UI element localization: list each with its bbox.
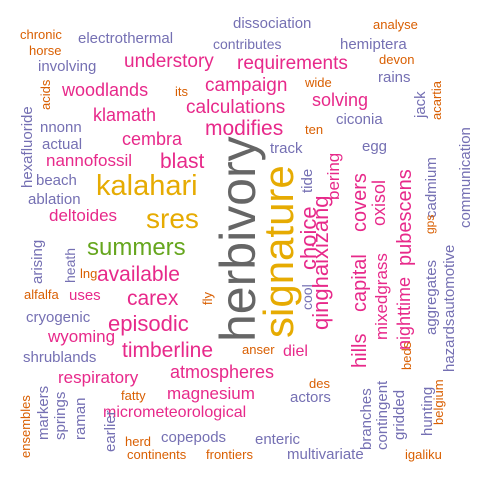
word-timberline: timberline	[122, 339, 214, 362]
word-wide: wide	[305, 75, 332, 90]
word-magnesium: magnesium	[167, 384, 255, 403]
word-capital: capital	[349, 254, 371, 312]
word-fatty: fatty	[121, 388, 146, 403]
word-gridded: gridded	[391, 389, 408, 440]
word-beach: beach	[36, 172, 77, 189]
word-heath: heath	[62, 247, 78, 283]
word-nnonn: nnonn	[40, 119, 82, 136]
word-analyse: analyse	[373, 17, 418, 32]
word-deltoides: deltoides	[49, 206, 118, 225]
word-hemiptera: hemiptera	[340, 36, 407, 53]
word-dissociation: dissociation	[233, 15, 312, 32]
word-ablation: ablation	[28, 191, 81, 208]
word-fly: fly	[200, 292, 215, 305]
word-diel: diel	[283, 343, 308, 360]
word-ten: ten	[305, 122, 324, 137]
word-belgium: belgium	[431, 379, 446, 425]
word-summers: summers	[87, 234, 186, 261]
word-calculations: calculations	[186, 97, 286, 118]
word-acartia: acartia	[429, 80, 444, 120]
word-contingent: contingent	[374, 380, 391, 450]
word-pubescens: pubescens	[394, 169, 416, 266]
word-contributes: contributes	[213, 36, 282, 52]
word-understory: understory	[124, 51, 214, 72]
word-springs: springs	[52, 391, 69, 440]
word-cembra: cembra	[122, 129, 183, 149]
word-anser: anser	[242, 342, 275, 357]
word-blast: blast	[160, 150, 205, 173]
word-mixedgrass: mixedgrass	[372, 253, 391, 340]
word-actors: actors	[290, 389, 331, 406]
word-episodic: episodic	[108, 311, 189, 336]
word-earlier: earlier	[102, 410, 119, 452]
word-rains: rains	[378, 69, 411, 86]
word-des: des	[309, 376, 330, 391]
word-raman: raman	[72, 397, 89, 440]
word-klamath: klamath	[93, 105, 157, 125]
word-covers: covers	[349, 173, 371, 232]
word-automotive: automotive	[441, 244, 458, 318]
word-kalahari: kalahari	[96, 170, 198, 202]
word-available: available	[97, 263, 180, 286]
word-choice: choice	[296, 206, 321, 270]
word-requirements: requirements	[237, 53, 348, 74]
word-communication: communication	[457, 127, 474, 228]
word-bering: bering	[324, 152, 343, 200]
word-shrublands: shrublands	[23, 349, 97, 366]
word-nighttime: nighttime	[394, 276, 414, 350]
word-cadmium: cadmium	[423, 157, 440, 218]
word-nannofossil: nannofossil	[46, 151, 133, 170]
word-hexafluoride: hexafluoride	[19, 106, 36, 188]
word-arising: arising	[29, 239, 46, 284]
word-enteric: enteric	[255, 431, 301, 448]
word-continents: continents	[127, 447, 187, 462]
word-acids: acids	[38, 79, 53, 110]
word-devon: devon	[379, 52, 415, 67]
word-chronic: chronic	[20, 27, 62, 42]
word-woodlands: woodlands	[62, 80, 149, 100]
word-track: track	[270, 140, 303, 157]
word-its: its	[175, 84, 188, 99]
word-multivariate: multivariate	[287, 446, 364, 463]
word-markers: markers	[35, 385, 52, 440]
word-ensembles: ensembles	[18, 395, 33, 458]
word-hills: hills	[349, 333, 371, 368]
word-ciconia: ciconia	[336, 111, 383, 128]
word-modifies: modifies	[205, 117, 284, 140]
word-hazards: hazards	[441, 318, 458, 372]
word-cryogenic: cryogenic	[26, 309, 91, 326]
word-involving: involving	[38, 58, 97, 75]
word-beds: beds	[399, 341, 414, 370]
word-lng: lng	[80, 266, 98, 281]
word-aggregates: aggregates	[423, 259, 440, 335]
word-cool: cool	[299, 284, 315, 310]
word-egg: egg	[362, 138, 388, 155]
word-tide: tide	[299, 168, 316, 193]
word-actual: actual	[42, 136, 83, 153]
word-solving: solving	[312, 90, 369, 110]
word-signature: signature	[255, 165, 302, 338]
word-herd: herd	[125, 434, 152, 449]
word-gps: gps	[423, 214, 437, 234]
word-electrothermal: electrothermal	[78, 30, 174, 47]
word-campaign: campaign	[205, 75, 288, 96]
word-jack: jack	[412, 91, 429, 118]
word-respiratory: respiratory	[58, 368, 139, 387]
word-uses: uses	[69, 287, 101, 304]
word-copepods: copepods	[161, 429, 227, 446]
word-igaliku: igaliku	[405, 447, 442, 462]
word-branches: branches	[358, 388, 375, 450]
word-alfalfa: alfalfa	[24, 287, 59, 302]
word-oxisol: oxisol	[369, 179, 389, 226]
word-wyoming: wyoming	[48, 327, 116, 346]
word-sres: sres	[146, 203, 199, 234]
word-frontiers: frontiers	[206, 447, 253, 462]
word-atmospheres: atmospheres	[170, 362, 275, 382]
word-micrometeorological: micrometeorological	[103, 404, 247, 421]
word-carex: carex	[127, 287, 179, 310]
word-horse: horse	[29, 43, 62, 58]
